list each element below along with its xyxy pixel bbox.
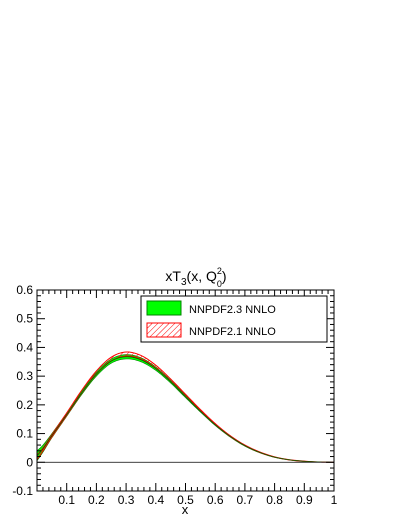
title-sub0: 0 — [217, 279, 222, 289]
legend-swatch-nnpdf21 — [146, 322, 182, 338]
x-tick-label: 0.2 — [88, 493, 105, 507]
legend-label-nnpdf23: NNPDF2.3 NNLO — [189, 304, 276, 316]
x-tick-label: 0.6 — [207, 493, 224, 507]
legend: NNPDF2.3 NNLO NNPDF2.1 NNLO — [140, 295, 328, 343]
y-tick-label: 0.3 — [16, 369, 33, 383]
y-tick-label: 0 — [26, 455, 33, 469]
title-args: (x, Q — [187, 268, 217, 284]
ticks-layer: 0.1 0.2 0.3 0.4 0.5 0.6 0.7 0.8 0.9 1 -0.1 0 0.1 0.2 0… — [12, 283, 337, 507]
x-tick-label: 0.9 — [296, 493, 313, 507]
band-nnpdf23 — [36, 354, 335, 463]
x-tick-label: 0.5 — [177, 493, 194, 507]
legend-label-nnpdf21: NNPDF2.1 NNLO — [189, 326, 276, 338]
chart-title: xT3(x, Q2 0) — [165, 266, 226, 289]
y-tick-label: 0.2 — [16, 398, 33, 412]
title-sup2: 2 — [217, 266, 222, 276]
x-tick-label: 0.4 — [147, 493, 164, 507]
x-tick-label: 1 — [331, 493, 338, 507]
y-tick-label: 0.6 — [16, 283, 33, 297]
y-tick-label: 0.1 — [16, 427, 33, 441]
x-tick-label: 0.8 — [266, 493, 283, 507]
y-tick-label: -0.1 — [12, 484, 33, 498]
title-close: ) — [222, 268, 227, 284]
y-tick-label: 0.4 — [16, 340, 33, 354]
legend-swatch-nnpdf23 — [146, 300, 182, 316]
x-tick-label: 0.1 — [58, 493, 75, 507]
band-nnpdf21 — [36, 351, 335, 463]
x-axis-title: x — [182, 502, 189, 517]
title-sub3: 3 — [181, 277, 187, 288]
band-nnpdf23-central-line — [36, 356, 335, 463]
y-tick-label: 0.5 — [16, 312, 33, 326]
x-tick-label: 0.3 — [118, 493, 135, 507]
title-base: xT — [165, 268, 181, 284]
bands-layer — [36, 351, 335, 463]
x-tick-label: 0.7 — [237, 493, 254, 507]
